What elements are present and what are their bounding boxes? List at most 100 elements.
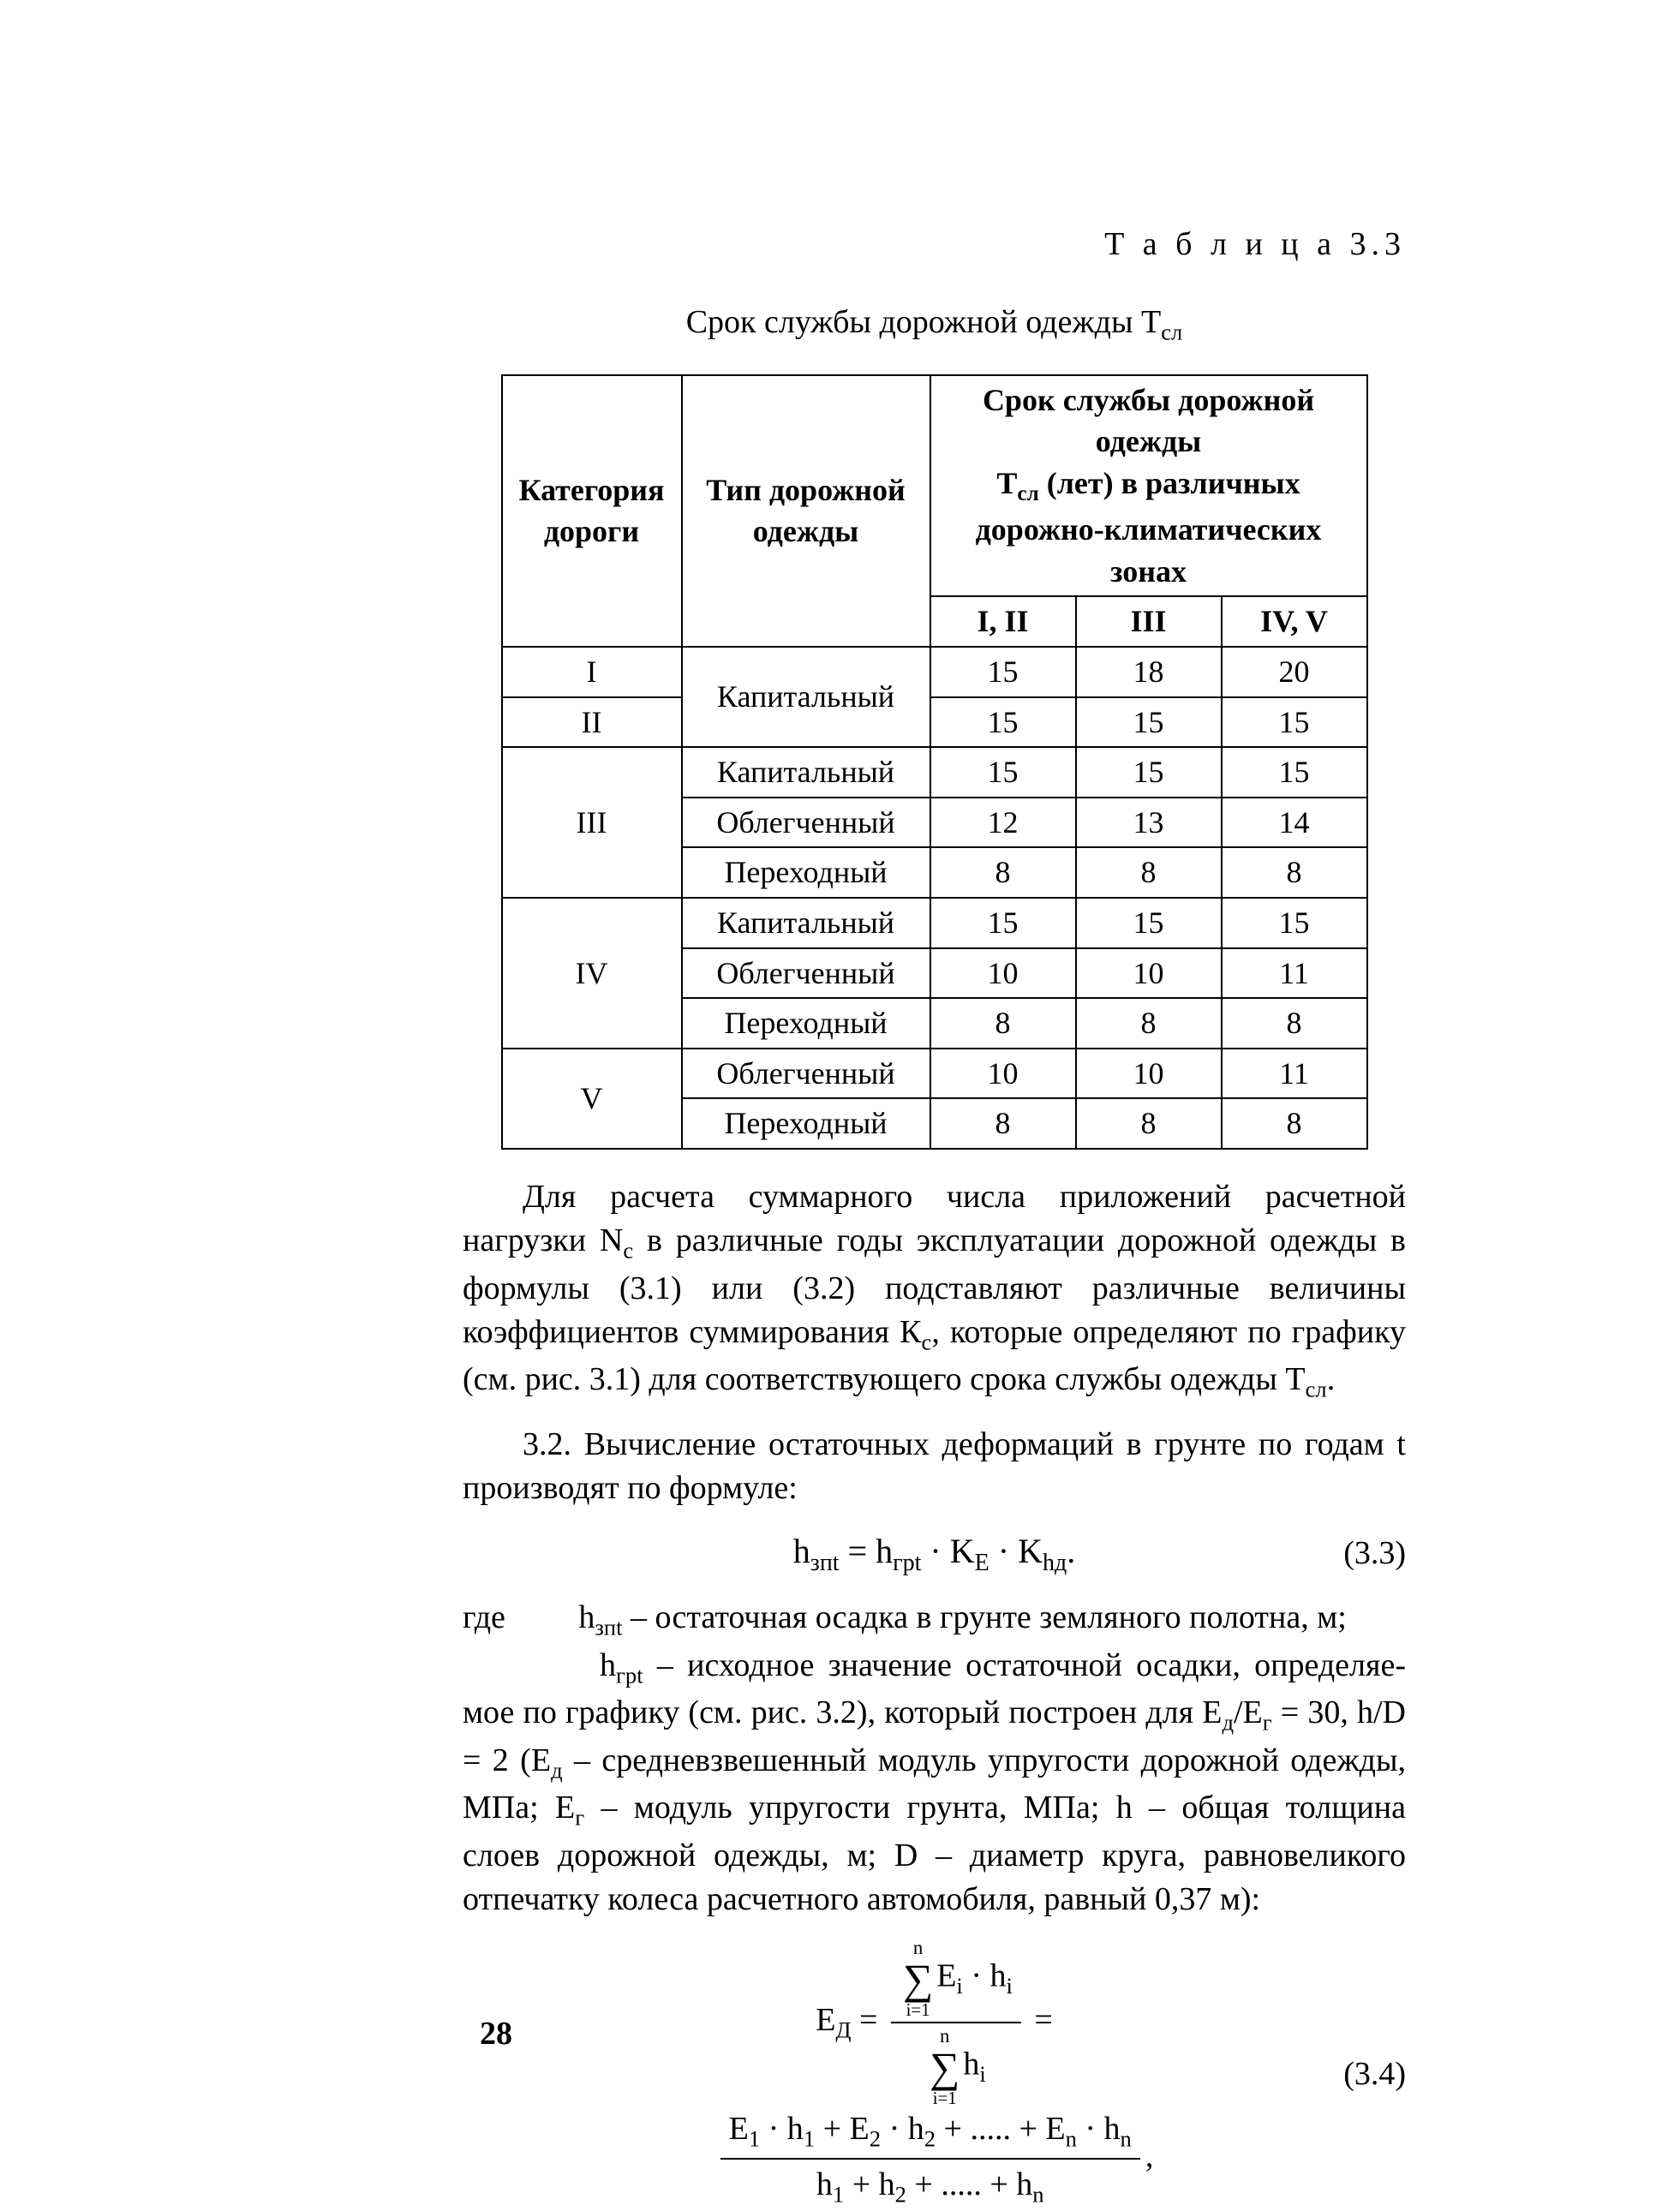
sigma-bot: i=1 <box>903 2001 933 2019</box>
cell-value: 8 <box>1222 998 1367 1049</box>
cell-value: 15 <box>1222 697 1367 748</box>
defs-l2-a: h <box>600 1647 616 1683</box>
cell-value: 10 <box>930 1049 1076 1099</box>
defs-where: где <box>463 1599 505 1635</box>
th-zones-l2b: (лет) в различных <box>1039 466 1300 500</box>
paragraph-2: 3.2. Вычисление остаточных деформаций в … <box>463 1423 1406 1511</box>
cell-value: 15 <box>930 747 1076 798</box>
formula-3-3-body: hзпt = hгрt · KЕ · Khд. <box>651 1528 1217 1580</box>
f34-exp-num-d-sub: 2 <box>924 2125 936 2151</box>
th-zones-l2a: Т <box>996 466 1017 500</box>
f34-exp-num-d: · h <box>881 2111 924 2147</box>
f34-exp-num-c: + E <box>815 2111 870 2147</box>
th-zone-1: I, II <box>930 596 1076 647</box>
paragraph-1: Для расчета суммарного числа приложений … <box>463 1175 1406 1406</box>
p1-seg4: . <box>1327 1361 1336 1397</box>
cell-value: 8 <box>930 1098 1076 1149</box>
cell-value: 15 <box>1076 898 1222 948</box>
f34-mid: = <box>1026 2002 1053 2038</box>
cell-value: 8 <box>1222 847 1367 898</box>
defs-l2-c: /E <box>1234 1694 1263 1730</box>
f33-sub-b: грt <box>893 1550 921 1576</box>
f34-num1: E <box>936 1958 956 1994</box>
formula-3-3-number: (3.3) <box>1217 1532 1406 1575</box>
cell-value: 15 <box>1076 697 1222 748</box>
defs-l2-sub5: г <box>575 1805 584 1831</box>
cell-value: 11 <box>1222 1049 1367 1099</box>
cell-type: Облегченный <box>682 1049 930 1099</box>
f34-exp-num-b: · h <box>760 2111 804 2147</box>
f33-a: h <box>793 1532 810 1570</box>
cell-type: Капитальный <box>682 647 930 747</box>
cell-value: 15 <box>930 697 1076 748</box>
cell-value: 8 <box>1076 1098 1222 1149</box>
cell-value: 15 <box>930 647 1076 697</box>
f33-sub-a: зпt <box>810 1550 840 1576</box>
f34-exp-den-b-sub: 2 <box>895 2182 906 2208</box>
f34-left-sub: Д <box>835 2017 851 2043</box>
cell-value: 8 <box>930 847 1076 898</box>
sigma-icon: n ∑ i=1 <box>930 2027 960 2106</box>
cell-type: Капитальный <box>682 898 930 948</box>
table-caption: Срок службы дорожной одежды Тсл <box>463 301 1406 348</box>
cell-value: 8 <box>1076 998 1222 1049</box>
cell-value: 13 <box>1076 798 1222 848</box>
f34-num1-sub: i <box>956 1973 962 1999</box>
th-zones-l3: дорожно-климатических зонах <box>976 512 1322 589</box>
f34-num2-sub: i <box>1006 1973 1012 1999</box>
cell-value: 15 <box>1076 747 1222 798</box>
f34-frac2: E1 · h1 + E2 · h2 + ..... + En · hn h1 +… <box>720 2107 1140 2211</box>
table-row: VОблегченный101011 <box>502 1049 1367 1099</box>
f33-tail: . <box>1067 1532 1075 1570</box>
cell-value: 15 <box>1222 898 1367 948</box>
cell-category: III <box>502 747 682 898</box>
f34-dot: · h <box>963 1958 1007 1994</box>
th-zones-l1: Срок службы дорожной одежды <box>983 383 1314 459</box>
cell-type: Переходный <box>682 847 930 898</box>
defs-l2-sub3: г <box>1263 1710 1272 1736</box>
page-number: 28 <box>480 2012 512 2056</box>
cell-value: 8 <box>930 998 1076 1049</box>
cell-type: Облегченный <box>682 948 930 999</box>
th-zone-3: IV, V <box>1222 596 1367 647</box>
defs-l2-sub2: д <box>1222 1710 1234 1736</box>
f34-exp-num-c-sub: 2 <box>870 2125 881 2151</box>
f34-den1-sub: i <box>979 2061 985 2087</box>
f34-tail: , <box>1145 2138 1154 2174</box>
f34-exp-den-c-sub: n <box>1032 2182 1043 2208</box>
f34-exp-num-f: · h <box>1077 2111 1121 2147</box>
f34-eq: = <box>852 2002 886 2038</box>
p1-sub2: с <box>922 1330 932 1355</box>
th-zones-l2sub: сл <box>1017 482 1038 505</box>
f33-sub-d: hд <box>1043 1550 1067 1576</box>
formula-3-4-number: (3.4) <box>1217 2053 1406 2096</box>
formula-3-3: hзпt = hгрt · KЕ · Khд. (3.3) <box>463 1528 1406 1580</box>
f34-exp-den-b: + h <box>844 2166 894 2202</box>
sigma-icon: n ∑ i=1 <box>903 1939 933 2018</box>
cell-value: 10 <box>930 948 1076 999</box>
definitions: где hзпt – остаточная осадка в грунте зе… <box>463 1596 1406 1921</box>
cell-value: 14 <box>1222 798 1367 848</box>
table-row: II151515 <box>502 697 1367 748</box>
th-category: Категория дороги <box>502 375 682 647</box>
formula-3-4: E Д = n ∑ i=1 Ei · hi n ∑ i=1 hi = <box>463 1939 1406 2210</box>
cell-type: Капитальный <box>682 747 930 798</box>
service-life-table: Категория дороги Тип дорожной одежды Сро… <box>501 374 1368 1150</box>
table-row: IIIКапитальный151515 <box>502 747 1367 798</box>
cell-type: Переходный <box>682 1098 930 1149</box>
p1-sub1: с <box>623 1238 633 1264</box>
f33-sub-c: Е <box>975 1550 989 1576</box>
p1-sub3: сл <box>1306 1377 1327 1402</box>
f34-exp-den-c: + ..... + h <box>906 2166 1032 2202</box>
f33-d: · K <box>989 1532 1043 1570</box>
table-row: IVКапитальный151515 <box>502 898 1367 948</box>
f34-exp-num-a-sub: 1 <box>749 2125 760 2151</box>
defs-l2-sub: грt <box>616 1662 643 1688</box>
caption-sub: сл <box>1161 320 1182 345</box>
table-label: Т а б л и ц а 3.3 <box>463 223 1406 266</box>
cell-type: Облегченный <box>682 798 930 848</box>
f34-exp-num-e-sub: n <box>1066 2125 1077 2151</box>
defs-l2-sub4: д <box>551 1757 563 1783</box>
f34-frac1: n ∑ i=1 Ei · hi n ∑ i=1 hi <box>891 1939 1021 2106</box>
f34-exp-num-a: E <box>729 2111 749 2147</box>
